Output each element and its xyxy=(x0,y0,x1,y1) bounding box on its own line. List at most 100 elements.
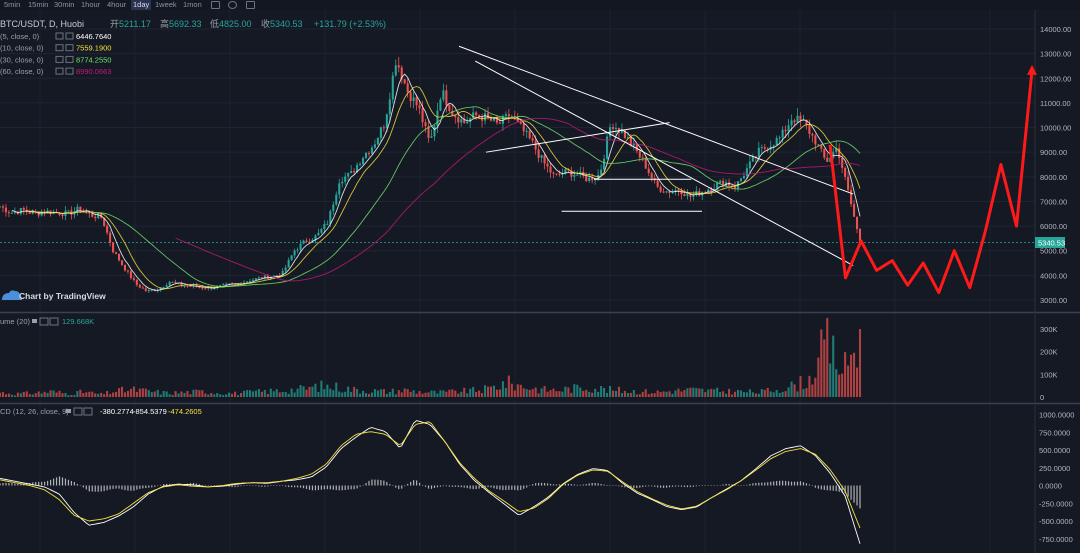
volume-bar xyxy=(665,391,668,397)
candle-body xyxy=(549,166,552,173)
macd-histogram-bar xyxy=(728,484,730,486)
volume-bar xyxy=(61,393,64,397)
macd-histogram-bar xyxy=(344,485,346,491)
macd-histogram-bar xyxy=(163,484,165,486)
candle-body xyxy=(790,120,793,126)
trading-chart[interactable]: BTC/USDT, D, Huobi 开5211.17 高5692.33 低48… xyxy=(0,10,1080,553)
candle-body xyxy=(341,181,344,184)
volume-bar xyxy=(600,385,603,397)
candle-body xyxy=(391,75,394,100)
volume-bar xyxy=(597,391,600,397)
timeframe-1hour[interactable]: 1hour xyxy=(81,0,101,9)
macd-histogram-bar xyxy=(582,484,584,486)
volume-close-icon[interactable] xyxy=(49,317,59,326)
volume-bar xyxy=(603,387,606,397)
candle-body xyxy=(225,283,228,285)
close-value: 5340.53 xyxy=(270,19,303,29)
candle-body xyxy=(751,156,754,162)
macd-histogram-bar xyxy=(600,483,602,486)
timeframe-15min[interactable]: 15min xyxy=(28,0,49,9)
macd-histogram-bar xyxy=(538,482,540,486)
macd-histogram-bar xyxy=(261,485,263,487)
candle-body xyxy=(677,189,680,191)
macd-histogram-bar xyxy=(314,485,317,491)
timeframe-5min[interactable]: 5min xyxy=(4,0,21,9)
macd-histogram-bar xyxy=(288,485,290,488)
macd-histogram-bar xyxy=(436,485,439,488)
volume-settings-icon[interactable] xyxy=(39,317,49,326)
volume-legend-dropdown-icon[interactable] xyxy=(32,319,37,323)
volume-bar xyxy=(120,386,124,397)
macd-histogram-bar xyxy=(779,480,781,486)
candle-body xyxy=(665,191,668,193)
low-label: 低 xyxy=(210,18,219,29)
volume-bar xyxy=(379,389,382,397)
macd-settings-icon[interactable] xyxy=(73,407,83,416)
volume-bar xyxy=(231,393,234,397)
macd-histogram-bar xyxy=(421,484,424,486)
screenshot-icon[interactable] xyxy=(246,1,255,9)
volume-bar xyxy=(510,383,513,397)
macd-histogram-bar xyxy=(505,485,507,491)
volume-bar xyxy=(266,394,269,397)
volume-bar xyxy=(841,373,844,397)
volume-bar xyxy=(507,375,510,397)
candle-body xyxy=(433,125,436,137)
candle-body xyxy=(400,67,403,80)
volume-bar xyxy=(594,388,597,397)
timeframe-1mon[interactable]: 1mon xyxy=(183,0,202,9)
volume-bar xyxy=(504,387,507,397)
symbol-title[interactable]: BTC/USDT, D, Huobi xyxy=(0,19,84,29)
candle-body xyxy=(495,118,498,123)
candle-body xyxy=(781,129,784,138)
macd-legend-dropdown-icon[interactable] xyxy=(66,409,71,413)
volume-bar xyxy=(275,389,278,397)
macd-close-icon[interactable] xyxy=(83,407,93,416)
candle-body xyxy=(94,216,97,219)
volume-bar xyxy=(543,385,546,397)
timeframe-30min[interactable]: 30min xyxy=(54,0,75,9)
volume-bar xyxy=(198,390,201,397)
candle-body xyxy=(641,157,644,159)
settings-gear-icon[interactable] xyxy=(228,1,237,9)
candle-body xyxy=(656,180,659,187)
candle-body xyxy=(439,99,442,111)
volume-bar xyxy=(43,391,46,397)
volume-bar xyxy=(311,386,314,397)
macd-histogram-bar xyxy=(347,485,349,490)
macd-histogram-bar xyxy=(389,484,391,486)
volume-bar xyxy=(850,354,853,397)
volume-bar xyxy=(385,393,388,397)
volume-bar xyxy=(638,394,641,397)
macd-histogram-bar xyxy=(201,485,203,486)
candle-body xyxy=(31,211,34,214)
candle-body xyxy=(186,285,189,287)
volume-bar xyxy=(498,389,501,397)
volume-tick-label: 100K xyxy=(1040,370,1058,379)
macd-histogram-bar xyxy=(142,485,144,489)
macd-histogram-bar xyxy=(540,482,543,486)
candle-body xyxy=(686,192,689,196)
macd-histogram-bar xyxy=(624,485,626,488)
timeframe-1week[interactable]: 1week xyxy=(155,0,177,9)
timeframe-4hour[interactable]: 4hour xyxy=(107,0,127,9)
macd-histogram-bar xyxy=(823,485,825,490)
volume-bar xyxy=(766,387,769,397)
volume-bar xyxy=(281,391,284,397)
indicators-icon[interactable] xyxy=(211,1,220,9)
candle-body xyxy=(516,119,519,122)
macd-histogram-bar xyxy=(285,485,287,487)
volume-bar xyxy=(359,393,362,397)
volume-bar xyxy=(412,390,415,397)
macd-histogram-bar xyxy=(169,483,171,486)
candle-body xyxy=(272,275,275,278)
open-label: 开 xyxy=(110,19,119,29)
macd-histogram-bar xyxy=(335,485,337,491)
candle-body xyxy=(251,279,254,282)
ma-settings-icon xyxy=(55,67,64,75)
timeframe-1day[interactable]: 1day xyxy=(131,0,152,10)
macd-histogram-bar xyxy=(47,480,49,486)
macd-histogram-bar xyxy=(838,485,840,492)
volume-bar xyxy=(644,389,647,397)
volume-bar xyxy=(192,389,195,397)
